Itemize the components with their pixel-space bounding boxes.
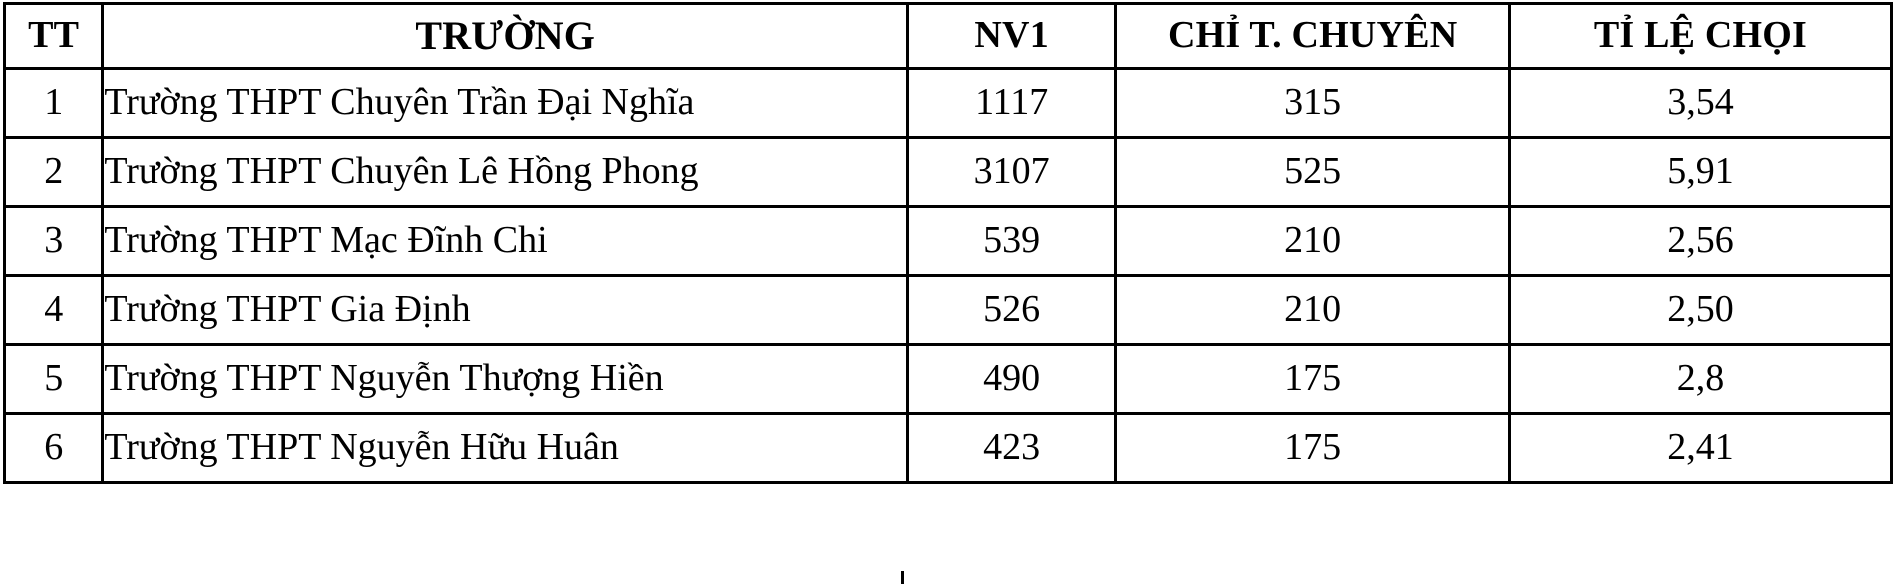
cell-tt: 6 xyxy=(2,412,105,484)
cell-school: Trường THPT Mạc Đĩnh Chi xyxy=(101,205,909,277)
cell-chi-tieu-chuyen: 210 xyxy=(1114,205,1511,277)
cell-tt: 2 xyxy=(2,136,105,208)
table-header-row: TT TRƯỜNG NV1 CHỈ T. CHUYÊN TỈ LỆ CHỌI xyxy=(2,2,1894,70)
column-header-chi-tieu-chuyen: CHỈ T. CHUYÊN xyxy=(1114,2,1511,70)
cell-tt: 1 xyxy=(2,67,105,139)
table-row: 3 Trường THPT Mạc Đĩnh Chi 539 210 2,56 xyxy=(2,205,1894,277)
admission-statistics-table: TT TRƯỜNG NV1 CHỈ T. CHUYÊN TỈ LỆ CHỌI 1… xyxy=(2,2,1894,484)
cell-nv1: 3107 xyxy=(905,136,1118,208)
cell-chi-tieu-chuyen: 315 xyxy=(1114,67,1511,139)
column-header-tt: TT xyxy=(2,2,105,70)
cell-ti-le-choi: 3,54 xyxy=(1507,67,1894,139)
table-row: 6 Trường THPT Nguyễn Hữu Huân 423 175 2,… xyxy=(2,412,1894,484)
cell-nv1: 539 xyxy=(905,205,1118,277)
cell-nv1: 423 xyxy=(905,412,1118,484)
column-header-ti-le-choi: TỈ LỆ CHỌI xyxy=(1507,2,1894,70)
table-body: 1 Trường THPT Chuyên Trần Đại Nghĩa 1117… xyxy=(2,67,1894,484)
cell-tt: 3 xyxy=(2,205,105,277)
table-row: 2 Trường THPT Chuyên Lê Hồng Phong 3107 … xyxy=(2,136,1894,208)
cell-tt: 4 xyxy=(2,274,105,346)
table-row: 5 Trường THPT Nguyễn Thượng Hiền 490 175… xyxy=(2,343,1894,415)
cell-ti-le-choi: 2,8 xyxy=(1507,343,1894,415)
cell-chi-tieu-chuyen: 175 xyxy=(1114,343,1511,415)
table-row: 4 Trường THPT Gia Định 526 210 2,50 xyxy=(2,274,1894,346)
cell-school: Trường THPT Chuyên Lê Hồng Phong xyxy=(101,136,909,208)
cell-school: Trường THPT Gia Định xyxy=(101,274,909,346)
cell-ti-le-choi: 2,41 xyxy=(1507,412,1894,484)
cell-ti-le-choi: 5,91 xyxy=(1507,136,1894,208)
column-header-school: TRƯỜNG xyxy=(101,2,909,70)
cell-tt: 5 xyxy=(2,343,105,415)
cell-school: Trường THPT Chuyên Trần Đại Nghĩa xyxy=(101,67,909,139)
cell-ti-le-choi: 2,56 xyxy=(1507,205,1894,277)
cell-chi-tieu-chuyen: 525 xyxy=(1114,136,1511,208)
column-header-nv1: NV1 xyxy=(905,2,1118,70)
scan-artifact-tick xyxy=(901,571,904,584)
cell-chi-tieu-chuyen: 175 xyxy=(1114,412,1511,484)
cell-nv1: 490 xyxy=(905,343,1118,415)
table-row: 1 Trường THPT Chuyên Trần Đại Nghĩa 1117… xyxy=(2,67,1894,139)
cell-ti-le-choi: 2,50 xyxy=(1507,274,1894,346)
table-header: TT TRƯỜNG NV1 CHỈ T. CHUYÊN TỈ LỆ CHỌI xyxy=(2,2,1894,70)
cell-nv1: 526 xyxy=(905,274,1118,346)
cell-nv1: 1117 xyxy=(905,67,1118,139)
cell-school: Trường THPT Nguyễn Thượng Hiền xyxy=(101,343,909,415)
cell-chi-tieu-chuyen: 210 xyxy=(1114,274,1511,346)
cell-school: Trường THPT Nguyễn Hữu Huân xyxy=(101,412,909,484)
